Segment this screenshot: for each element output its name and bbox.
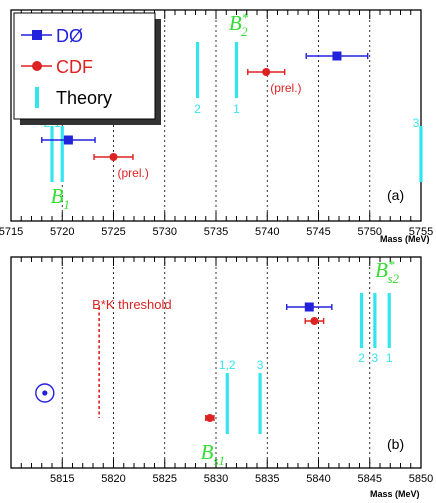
panel-b-d0-point	[286, 302, 333, 312]
panel-a-cdf-point	[93, 153, 134, 161]
panel-b-x-axis-title: Mass (MeV)	[370, 489, 420, 499]
panel-a-cdf-marker	[262, 68, 271, 76]
panel-b-cdf-marker	[205, 414, 214, 422]
panel-a-tick-label: 5745	[306, 226, 330, 238]
panel-a-data-points: (prel.) (prel.)	[41, 51, 369, 180]
panel-a-d0-point	[41, 135, 96, 145]
panel-a-x-axis-title: Mass (MeV)	[380, 234, 430, 244]
panel-b-tick-label: 5845	[358, 473, 382, 485]
panel-b-cdf-point	[205, 414, 215, 422]
legend-theory-label: Theory	[56, 88, 112, 108]
panel-a-letter: (a)	[387, 187, 404, 203]
panel-b-circled-dot-symbol	[35, 383, 55, 403]
panel-b-theory-label: 1	[386, 351, 393, 365]
panel-b-theory-label: 3	[372, 351, 379, 365]
panel-a-tick-label: 5725	[101, 226, 125, 238]
panel-b-state-label: B* s2	[375, 257, 399, 286]
panel-b-tick-label: 5850	[409, 473, 433, 485]
panel-b-letter: (b)	[387, 436, 404, 452]
panel-a-theory-label: 3	[413, 116, 420, 130]
legend: DØ CDF Theory	[13, 12, 161, 125]
panel-b-tick-label: 5815	[50, 473, 74, 485]
panel-a-prel-label: (prel.)	[118, 166, 149, 180]
panel-a-tick-label: 5740	[255, 226, 279, 238]
panel-a-d0-point	[305, 51, 369, 61]
panel-a-theory-label: 1	[233, 102, 240, 116]
panel-a-tick-label: 5750	[358, 226, 382, 238]
panel-b-data-points	[205, 302, 333, 422]
legend-d0-label: DØ	[56, 26, 83, 46]
panel-b-cdf-point	[304, 317, 325, 325]
panel-a-tick-label: 5715	[0, 226, 23, 238]
panel-b-tick-label: 5840	[306, 473, 330, 485]
panel-a-state-label: B* 2	[229, 10, 249, 39]
panel-a-tick-label: 5730	[153, 226, 177, 238]
panel-b-d0-marker	[304, 302, 314, 312]
panel-a-cdf-point	[247, 68, 286, 76]
panel-a-d0-marker	[332, 51, 342, 61]
panel-a-theory-label: 2	[194, 102, 201, 116]
legend-cdf-marker	[32, 61, 42, 71]
panel-a-cdf-marker	[109, 153, 118, 161]
panel-a-prel-label: (prel.)	[270, 81, 301, 95]
panel-b-threshold: B*K threshold	[92, 297, 172, 418]
panel-b-tick-label: 5835	[255, 473, 279, 485]
panel-b-tick-label: 5830	[204, 473, 228, 485]
panel-b: 5815 5820 5825 5830 5835 5840 5845 5850 Mass (M…	[10, 256, 433, 499]
panel-b-threshold-label: B*K threshold	[92, 297, 171, 312]
panel-a: 5715 5720 5725 5730 5735 5740 5745 5750 5755 Mas…	[0, 9, 433, 244]
panel-b-tick-labels: 5815 5820 5825 5830 5835 5840 5845 5850	[50, 473, 433, 485]
panel-a-state-label: B1	[51, 184, 70, 212]
panel-b-circled-dot-ring	[35, 383, 55, 403]
panel-b-theory-label: 3	[257, 358, 264, 372]
panel-b-state-labels: Bs1 B* s2	[201, 257, 400, 468]
legend-d0-marker	[32, 30, 42, 40]
panel-a-tick-label: 5755	[409, 226, 433, 238]
panel-b-tick-label: 5820	[101, 473, 125, 485]
panel-b-tick-label: 5825	[153, 473, 177, 485]
panel-b-grid	[61, 257, 371, 468]
panel-b-theory-bars: 1,2 3 2 3 1	[219, 293, 393, 434]
panel-b-cdf-marker	[310, 317, 319, 325]
legend-cdf-label: CDF	[56, 57, 93, 77]
panel-a-tick-label: 5735	[204, 226, 228, 238]
panel-b-theory-label: 2	[358, 351, 365, 365]
panel-a-tick-labels: 5715 5720 5725 5730 5735 5740 5745 5750 5755	[0, 226, 433, 238]
panel-b-circled-dot-center	[42, 390, 48, 396]
panel-b-ticks	[10, 257, 422, 468]
panel-a-tick-label: 5720	[50, 226, 74, 238]
panel-a-d0-marker	[63, 135, 73, 145]
panel-a-state-labels: B1 B* 2	[51, 10, 249, 212]
panel-b-theory-label: 1,2	[219, 358, 236, 372]
panel-b-state-label: Bs1	[201, 440, 225, 468]
